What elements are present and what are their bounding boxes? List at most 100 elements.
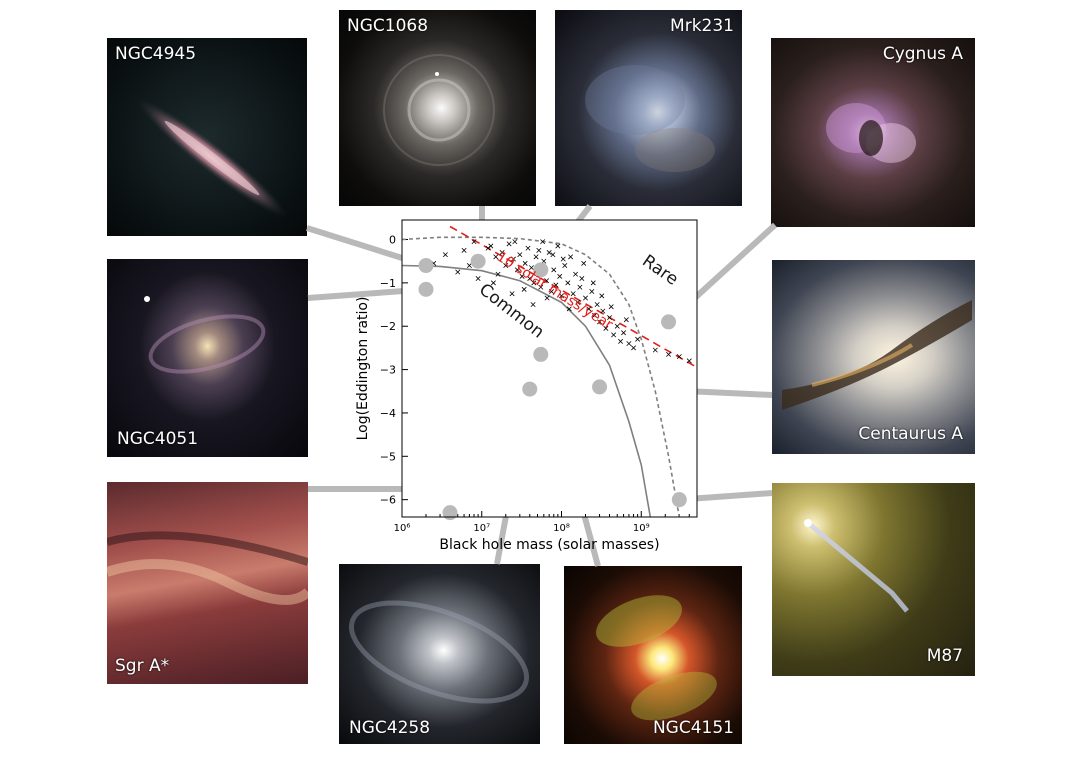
y-tick-label: −5 [380,450,396,463]
data-point [506,241,512,247]
y-tick-label: −6 [380,494,396,507]
ngc1068-image: NGC1068 [339,10,536,206]
data-point [590,280,596,286]
data-point [560,256,566,262]
data-point [546,250,552,256]
data-point [623,317,629,323]
data-point [514,267,520,273]
data-point [626,341,632,347]
data-point [551,267,557,273]
connector-dot-sgra [442,505,458,521]
data-point [577,284,583,290]
ngc4258-galaxy-art [348,600,530,704]
y-tick-label: −1 [380,277,396,290]
data-point [495,271,501,277]
centaurusa-image: Centaurus A [772,260,975,454]
data-point [652,347,658,353]
data-point [538,284,544,290]
data-point [455,269,461,275]
galaxy-label-centaurusa: Centaurus A [858,424,963,444]
data-point [461,247,467,253]
x-axis-label: Black hole mass (solar masses) [439,537,659,553]
data-point [530,302,536,308]
y-tick-label: −4 [380,407,396,420]
data-point [527,276,533,282]
data-point [544,278,550,284]
galaxy-label-ngc4945: NGC4945 [115,44,197,64]
data-point [592,312,598,318]
galaxy-label-m87: M87 [926,646,963,666]
data-point [466,263,472,269]
data-point [676,354,682,360]
data-point [570,291,576,297]
data-point [562,263,568,269]
m87-galaxy-art [804,519,909,613]
data-point [509,291,515,297]
ngc4051-image: NGC4051 [107,259,308,457]
data-point [536,247,542,253]
data-point [607,315,613,321]
mrk231-image: Mrk231 [555,10,742,206]
data-point [631,345,637,351]
galaxy-label-sgra: Sgr A* [115,656,170,676]
common-curve [401,264,652,518]
connector-dot-ngc4258 [522,381,538,397]
connector-dot-centaurusa [592,379,608,395]
limit-line [449,225,698,369]
data-point [475,276,481,282]
data-point [600,308,606,314]
galaxy-label-ngc4051: NGC4051 [117,429,199,449]
data-point [581,260,587,266]
data-point [566,306,572,312]
connector-dot-ngc4945 [418,258,434,274]
galaxy-label-ngc4151: NGC4151 [652,718,734,738]
x-tick-label: 10⁸ [553,523,570,534]
data-point [471,239,477,245]
cygnusa-image: Cygnus A [771,38,975,227]
data-point [618,338,624,344]
x-tick-label: 10⁷ [473,523,490,534]
mrk231-galaxy-art [585,65,715,172]
rare-curve [401,236,681,518]
data-point [533,254,539,260]
data-point [586,306,592,312]
data-point [499,250,505,256]
ngc4945-image: NGC4945 [107,38,307,236]
data-point [511,256,516,262]
data-point [611,332,617,338]
data-point [503,263,509,269]
data-point [559,293,564,299]
data-point [603,325,609,331]
data-point [544,295,550,301]
galaxy-label-ngc4258: NGC4258 [349,718,431,738]
data-point [565,280,571,286]
connector-dot-ngc4051 [418,281,434,297]
y-tick-label: 0 [389,234,396,247]
data-point [512,239,518,245]
data-point [568,254,574,260]
data-point [549,289,555,295]
y-axis-label: Log(Eddington ratio) [355,297,371,441]
data-point [621,330,627,336]
data-point [608,304,614,310]
data-point [519,273,525,279]
data-point [493,254,499,260]
data-point [597,319,603,325]
x-tick-label: 10⁶ [394,523,411,534]
chart-curves [401,225,698,518]
data-point [553,282,559,288]
data-point [557,273,563,279]
y-tick-label: −3 [380,364,396,377]
connector-dots [418,253,687,521]
data-point [521,286,527,292]
ngc4945-galaxy-art [136,98,288,218]
connector-dot-ngc1068 [470,253,486,269]
galaxy-label-cygnusa: Cygnus A [882,44,963,64]
data-point [488,243,494,249]
data-point [599,293,605,299]
data-point [583,295,588,301]
y-tick-label: −2 [380,320,396,333]
eddington-ratio-chart: 10⁶ 10⁷ 10⁸ 10⁹ 0 −1 −2 −3 −4 −5 −6 Rare Common 10… [355,212,705,562]
data-point [666,351,672,357]
